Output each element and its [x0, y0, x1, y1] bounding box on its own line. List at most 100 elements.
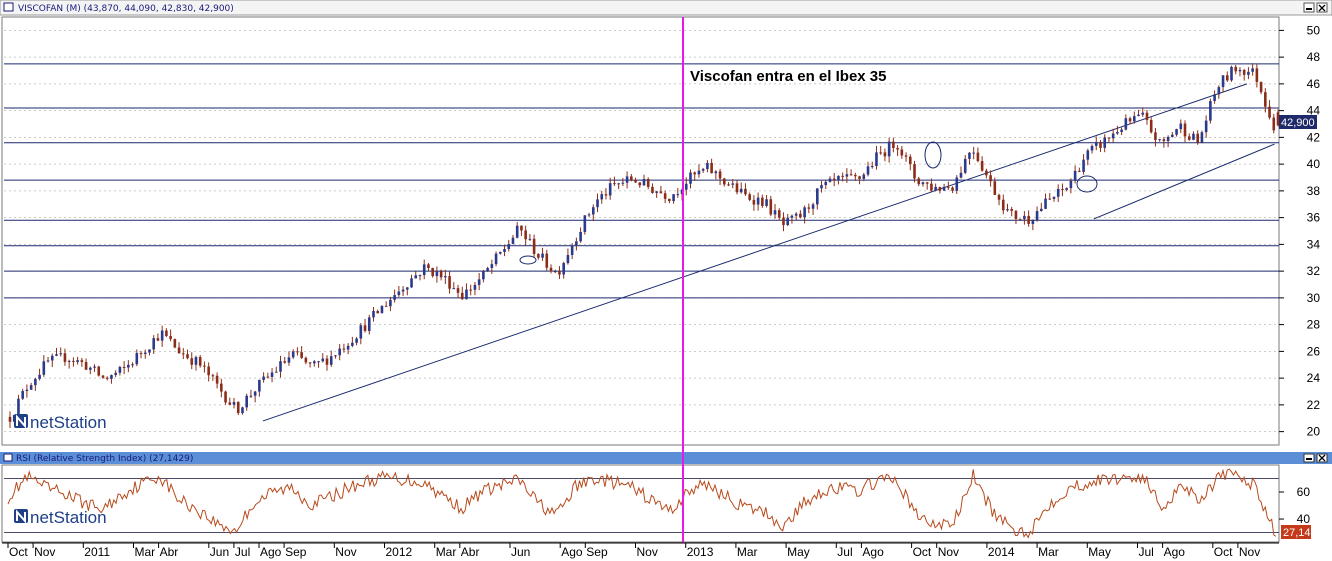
candle-body	[1247, 71, 1250, 75]
candle-body	[465, 289, 468, 300]
candle-body	[794, 213, 798, 216]
candle-body	[34, 378, 37, 386]
candle-body	[38, 374, 41, 379]
candle-body	[608, 183, 612, 196]
candle-body	[689, 172, 692, 184]
candle-body	[1230, 66, 1233, 81]
candle-body	[591, 207, 595, 215]
candle-body	[845, 174, 849, 177]
x-tick-label: Ago	[260, 545, 282, 559]
candle-body	[135, 353, 139, 365]
candle-body	[515, 225, 519, 238]
candle-body	[925, 182, 929, 184]
candle-body	[1187, 136, 1191, 140]
candle-body	[338, 348, 341, 356]
candle-body	[389, 299, 392, 307]
candle-body	[418, 275, 422, 277]
logo-text: netStation	[30, 508, 107, 527]
candle-body	[1132, 116, 1136, 122]
candle-body	[101, 375, 105, 378]
candle-body	[1145, 112, 1149, 120]
minimize-icon[interactable]	[1303, 2, 1315, 13]
candle-body	[744, 188, 747, 195]
candle-body	[528, 238, 532, 240]
candle-body	[917, 178, 921, 185]
candle-body	[177, 347, 181, 354]
candle-body	[570, 245, 574, 256]
candle-body	[490, 264, 494, 269]
candle-body	[1204, 120, 1208, 133]
candle-body	[1010, 209, 1014, 211]
candle-body	[1056, 188, 1060, 197]
candle-body	[748, 194, 751, 200]
price-y-tick-label: 36	[1307, 211, 1321, 225]
candle-body	[820, 185, 823, 189]
candle-body	[858, 176, 861, 179]
x-tick-label: Ago	[561, 545, 583, 559]
close-icon[interactable]	[1316, 2, 1328, 13]
candle-body	[372, 311, 375, 318]
candle-body	[448, 276, 451, 289]
x-tick-label: Jul	[837, 545, 852, 559]
candle-body	[84, 362, 88, 370]
x-tick-label: 2014	[988, 545, 1015, 559]
candle-body	[1018, 218, 1022, 220]
candle-body	[110, 375, 113, 379]
candle-body	[875, 152, 878, 167]
candle-body	[435, 271, 439, 277]
candle-body	[325, 358, 329, 365]
candle-body	[1065, 188, 1068, 190]
x-tick-label: Nov	[34, 545, 55, 559]
candle-body	[1251, 68, 1254, 72]
price-y-tick-label: 40	[1307, 157, 1321, 171]
candle-body	[59, 353, 63, 355]
candle-body	[143, 352, 147, 355]
candle-body	[262, 376, 265, 380]
candle-body	[1166, 136, 1170, 142]
x-tick-label: 2013	[687, 545, 714, 559]
candle-body	[25, 389, 29, 392]
x-tick-label: Oct	[1214, 545, 1233, 559]
x-tick-label: Nov	[637, 545, 658, 559]
candle-body	[799, 213, 802, 218]
candle-body	[393, 295, 396, 300]
candle-body	[718, 171, 722, 179]
rsi-panel-titlebar[interactable]	[0, 452, 1332, 464]
price-y-tick-label: 22	[1307, 398, 1321, 412]
close-icon[interactable]	[1316, 453, 1328, 463]
price-panel-titlebar[interactable]	[0, 0, 1332, 16]
candle-body	[951, 187, 954, 191]
candle-body	[976, 152, 980, 162]
candle-body	[723, 178, 726, 185]
candle-body	[444, 276, 447, 278]
price-y-tick-label: 32	[1307, 264, 1321, 278]
candle-body	[427, 264, 430, 269]
candle-body	[1221, 75, 1225, 88]
minimize-icon[interactable]	[1303, 453, 1315, 463]
candle-body	[1094, 142, 1098, 146]
candle-body	[1154, 132, 1157, 140]
candle-body	[963, 158, 967, 173]
candle-body	[169, 336, 172, 340]
panel-icon	[3, 453, 13, 462]
candle-body	[148, 349, 151, 353]
candle-body	[1014, 210, 1018, 219]
candle-body	[773, 210, 777, 215]
candle-body	[1234, 66, 1238, 72]
candle-body	[887, 141, 891, 157]
candle-body	[883, 152, 887, 157]
candle-body	[1111, 133, 1115, 139]
candle-body	[220, 383, 223, 392]
x-tick-label: Jun	[210, 545, 229, 559]
candle-body	[1124, 118, 1128, 130]
logo-text: netStation	[30, 413, 107, 432]
x-tick-label: Nov	[335, 545, 356, 559]
price-y-axis: 20 22 24 26 28 30 32 34 36 38 40 42 44 46 48 50	[1279, 23, 1321, 439]
candle-body	[1175, 129, 1178, 135]
candle-body	[849, 174, 853, 176]
rsi-panel-title: RSI (Relative Strength Index) (27,1429)	[16, 454, 193, 464]
candle-body	[1196, 133, 1199, 143]
candle-body	[904, 155, 908, 157]
candle-body	[334, 355, 337, 357]
